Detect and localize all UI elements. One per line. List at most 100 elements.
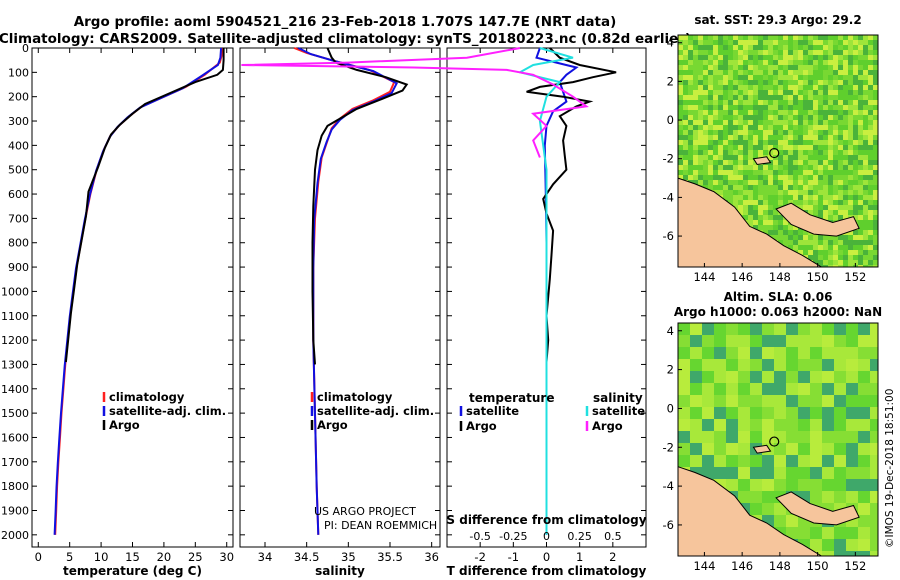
- sst_map-ocean-cell: [803, 155, 808, 160]
- sst_map-ocean-cell: [728, 200, 733, 205]
- sst_map-ocean-cell: [868, 40, 873, 45]
- sst_map-ocean-cell: [718, 155, 723, 160]
- depth-tick-label: 1300: [1, 358, 29, 371]
- sst_map-ocean-cell: [848, 40, 853, 45]
- sst_map-ocean-cell: [863, 220, 868, 225]
- sla_map-ocean-cell: [738, 383, 750, 395]
- sst_map-ocean-cell: [873, 215, 878, 220]
- sst_map-ocean-cell: [833, 185, 838, 190]
- sst_map-ocean-cell: [783, 225, 788, 230]
- sst_map-ocean-cell: [853, 170, 858, 175]
- sst_map-ocean-cell: [833, 115, 838, 120]
- sst_map-ocean-cell: [778, 165, 783, 170]
- sst_map-ocean-cell: [743, 135, 748, 140]
- sst_map-ocean-cell: [758, 225, 763, 230]
- sst_map-ocean-cell: [823, 135, 828, 140]
- sst_map-ocean-cell: [778, 90, 783, 95]
- sla_map-ocean-cell: [798, 467, 810, 479]
- sst_map-ocean-cell: [703, 85, 708, 90]
- sst_map-ocean-cell: [818, 155, 823, 160]
- sst_map-ocean-cell: [848, 50, 853, 55]
- sst_map-ocean-cell: [778, 225, 783, 230]
- sst_map-ocean-cell: [813, 240, 818, 245]
- sla_map-ocean-cell: [762, 335, 774, 347]
- sst_map-ocean-cell: [868, 195, 873, 200]
- sla_map-ocean-cell: [726, 431, 738, 443]
- sst_map-ocean-cell: [718, 70, 723, 75]
- sst_map-ocean-cell: [873, 125, 878, 130]
- sst_map-ocean-cell: [833, 35, 838, 40]
- sst_map-ocean-cell: [813, 45, 818, 50]
- sst_map-ocean-cell: [808, 105, 813, 110]
- sst_map-ocean-cell: [698, 90, 703, 95]
- sst_map-ocean-cell: [803, 35, 808, 40]
- legend-label: Argo: [466, 419, 497, 433]
- sst_map-ocean-cell: [833, 205, 838, 210]
- sst_map-ocean-cell: [843, 105, 848, 110]
- sst_map-ocean-cell: [873, 110, 878, 115]
- sst_map-ocean-cell: [828, 245, 833, 250]
- sst_map-ocean-cell: [838, 65, 843, 70]
- sst_map-ocean-cell: [698, 160, 703, 165]
- sst_map-ocean-cell: [863, 105, 868, 110]
- sst_map-ocean-cell: [818, 135, 823, 140]
- sst_map-ocean-cell: [853, 70, 858, 75]
- sla_map-ocean-cell: [762, 419, 774, 431]
- sst_map-ocean-cell: [858, 80, 863, 85]
- salinity-panel: 34 34.5 35 35.5 36salinityclimatologysatelli…: [239, 47, 441, 578]
- sst_map-ocean-cell: [853, 260, 858, 265]
- sst_map-ocean-cell: [733, 145, 738, 150]
- sst_map-ocean-cell: [873, 225, 878, 230]
- salinity-xtick-label: 34.5: [294, 550, 320, 564]
- sst_map-ocean-cell: [833, 195, 838, 200]
- sst_map-ocean-cell: [863, 45, 868, 50]
- sst_map-ocean-cell: [793, 135, 798, 140]
- sla_map-ocean-cell: [738, 335, 750, 347]
- sst_map-ocean-cell: [773, 225, 778, 230]
- sst_map-ocean-cell: [688, 155, 693, 160]
- sst_map-ocean-cell: [788, 70, 793, 75]
- sla_map-ocean-cell: [726, 335, 738, 347]
- sst_map-ocean-cell: [808, 40, 813, 45]
- sst_map-ocean-cell: [783, 145, 788, 150]
- sst_map-ocean-cell: [688, 115, 693, 120]
- sst_map-ocean-cell: [753, 165, 758, 170]
- sla_map-ocean-cell: [786, 347, 798, 359]
- sst_map-ocean-cell: [813, 170, 818, 175]
- sst_map-ytick-label: -2: [663, 152, 674, 166]
- sst_map-ocean-cell: [803, 195, 808, 200]
- sst_map-ocean-cell: [798, 130, 803, 135]
- sla_map-ocean-cell: [750, 503, 762, 515]
- sst_map-ocean-cell: [823, 100, 828, 105]
- sst_map-ocean-cell: [743, 110, 748, 115]
- sst_map-ocean-cell: [743, 40, 748, 45]
- sla_map-ocean-cell: [858, 335, 870, 347]
- sst_map-ocean-cell: [808, 45, 813, 50]
- sla_map-ocean-cell: [774, 443, 786, 455]
- sst_map-ocean-cell: [743, 200, 748, 205]
- sla_map-ocean-cell: [822, 395, 834, 407]
- sst_map-ocean-cell: [858, 90, 863, 95]
- sst_map-ocean-cell: [693, 110, 698, 115]
- sla_map-ocean-cell: [702, 359, 714, 371]
- sst_map-ocean-cell: [823, 145, 828, 150]
- sla_map-ocean-cell: [846, 347, 858, 359]
- sst_map-ocean-cell: [818, 170, 823, 175]
- sst_map-ocean-cell: [808, 205, 813, 210]
- sst_map-ocean-cell: [713, 40, 718, 45]
- sst_map-ocean-cell: [688, 140, 693, 145]
- sst_map-ocean-cell: [813, 235, 818, 240]
- sst_map-ocean-cell: [823, 260, 828, 265]
- sst_map-ocean-cell: [763, 60, 768, 65]
- sst_map-ocean-cell: [768, 175, 773, 180]
- sst_map-ocean-cell: [858, 60, 863, 65]
- sst_map-ocean-cell: [698, 50, 703, 55]
- sst_map-ocean-cell: [858, 155, 863, 160]
- sst_map-ocean-cell: [813, 100, 818, 105]
- sst_map-ocean-cell: [813, 130, 818, 135]
- sla_map-ocean-cell: [702, 431, 714, 443]
- sst_map-ocean-cell: [868, 240, 873, 245]
- sla_map-ocean-cell: [738, 323, 750, 335]
- sst_map-ocean-cell: [773, 55, 778, 60]
